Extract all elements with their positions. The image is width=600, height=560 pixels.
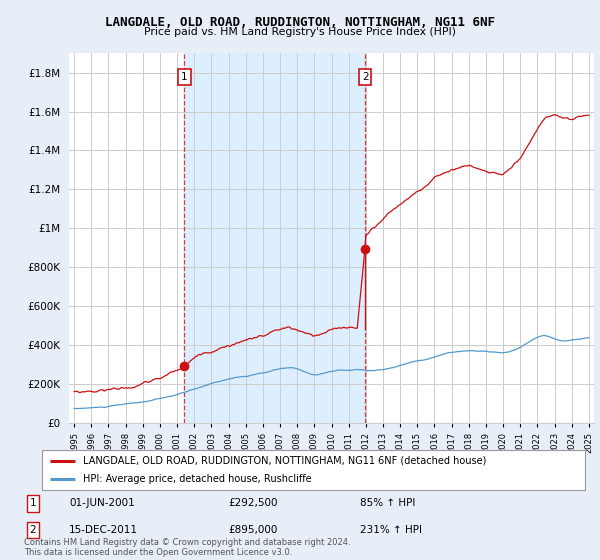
Text: 15-DEC-2011: 15-DEC-2011 — [69, 525, 138, 535]
Text: 231% ↑ HPI: 231% ↑ HPI — [360, 525, 422, 535]
Text: £292,500: £292,500 — [228, 498, 277, 508]
Text: Contains HM Land Registry data © Crown copyright and database right 2024.
This d: Contains HM Land Registry data © Crown c… — [24, 538, 350, 557]
Text: Price paid vs. HM Land Registry's House Price Index (HPI): Price paid vs. HM Land Registry's House … — [144, 27, 456, 37]
Text: 2: 2 — [29, 525, 37, 535]
Bar — [184, 53, 365, 423]
Text: LANGDALE, OLD ROAD, RUDDINGTON, NOTTINGHAM, NG11 6NF (detached house): LANGDALE, OLD ROAD, RUDDINGTON, NOTTINGH… — [83, 456, 486, 465]
Text: HPI: Average price, detached house, Rushcliffe: HPI: Average price, detached house, Rush… — [83, 474, 311, 484]
Text: 1: 1 — [29, 498, 37, 508]
Text: 01-JUN-2001: 01-JUN-2001 — [69, 498, 135, 508]
Text: LANGDALE, OLD ROAD, RUDDINGTON, NOTTINGHAM, NG11 6NF: LANGDALE, OLD ROAD, RUDDINGTON, NOTTINGH… — [105, 16, 495, 29]
Text: 85% ↑ HPI: 85% ↑ HPI — [360, 498, 415, 508]
Text: 2: 2 — [362, 72, 368, 82]
Text: £895,000: £895,000 — [228, 525, 277, 535]
Text: 1: 1 — [181, 72, 188, 82]
